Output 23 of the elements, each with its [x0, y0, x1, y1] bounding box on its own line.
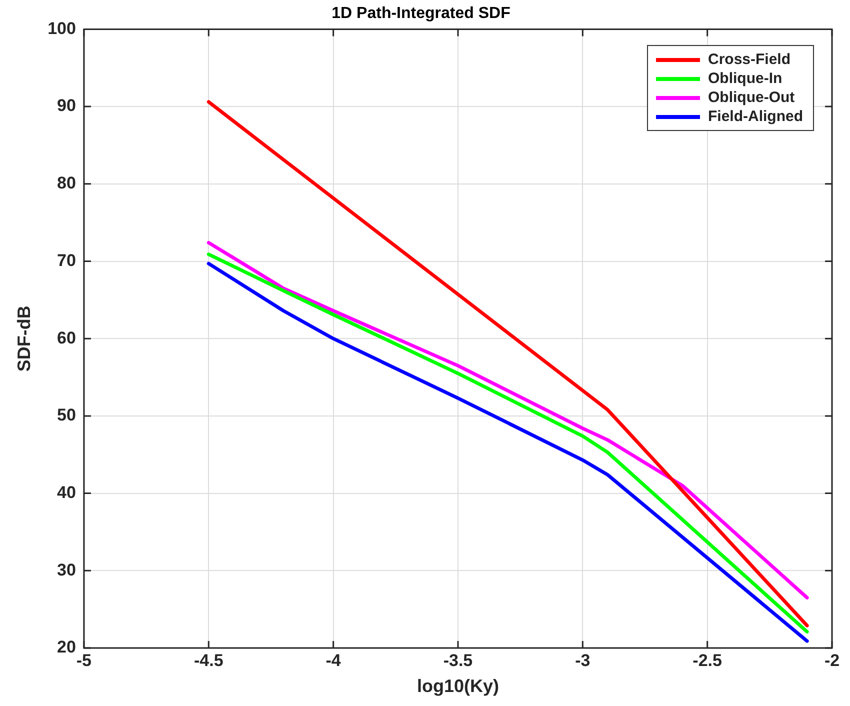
x-tick-label: -3.5 [443, 650, 473, 670]
x-tick-label: -2.5 [692, 650, 722, 670]
legend-label: Oblique-In [708, 70, 782, 88]
y-tick-label: 20 [57, 638, 76, 657]
y-tick-label: 80 [57, 174, 76, 193]
y-axis-title: SDF-dB [14, 306, 34, 372]
x-tick-label: -2 [824, 650, 840, 670]
legend-label: Cross-Field [708, 51, 791, 68]
y-tick-label: 100 [48, 18, 76, 38]
x-axis-title: log10(Ky) [416, 676, 499, 696]
y-tick-label: 30 [57, 560, 76, 580]
y-tick-label: 50 [57, 406, 76, 425]
x-tick-label: -4 [326, 650, 342, 670]
y-tick-label: 40 [57, 482, 76, 502]
y-tick-label: 70 [57, 250, 76, 270]
legend-label: Oblique-Out [708, 89, 795, 106]
y-tick-label: 90 [57, 96, 76, 116]
x-tick-label: -5 [76, 650, 92, 670]
x-tick-label: -4.5 [194, 650, 224, 670]
chart-title: 1D Path-Integrated SDF [332, 5, 511, 22]
x-tick-label: -3 [575, 650, 590, 670]
y-tick-label: 60 [57, 328, 76, 348]
legend-label: Field-Aligned [708, 108, 803, 126]
